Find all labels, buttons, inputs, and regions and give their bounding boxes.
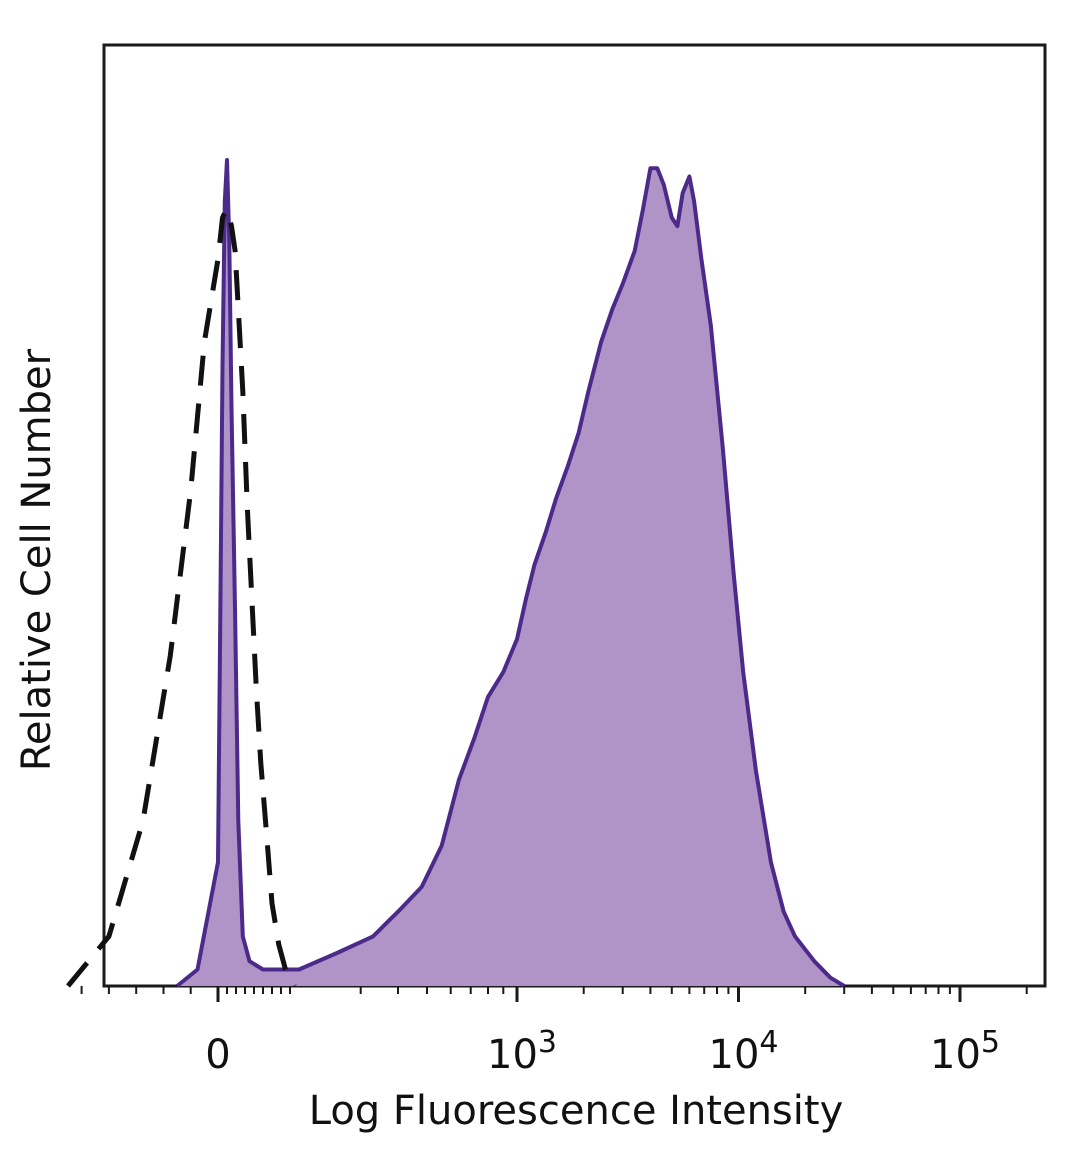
x-axis-title: Log Fluorescence Intensity [309,1088,844,1134]
x-tick-label: 0 [205,1032,230,1078]
stained-histogram-outline [175,158,846,988]
x-axis-tick-labels: 0 103 104 105 [205,1025,1000,1078]
control-histogram-dashed [66,207,297,988]
y-axis-title: Relative Cell Number [14,348,60,771]
x-tick-label: 104 [709,1025,779,1078]
series-layer [66,158,846,988]
x-tick-label: 103 [487,1025,557,1078]
x-axis-ticks [80,986,1028,1002]
stained-histogram-fill [177,160,845,986]
x-tick-label: 105 [930,1025,1000,1078]
